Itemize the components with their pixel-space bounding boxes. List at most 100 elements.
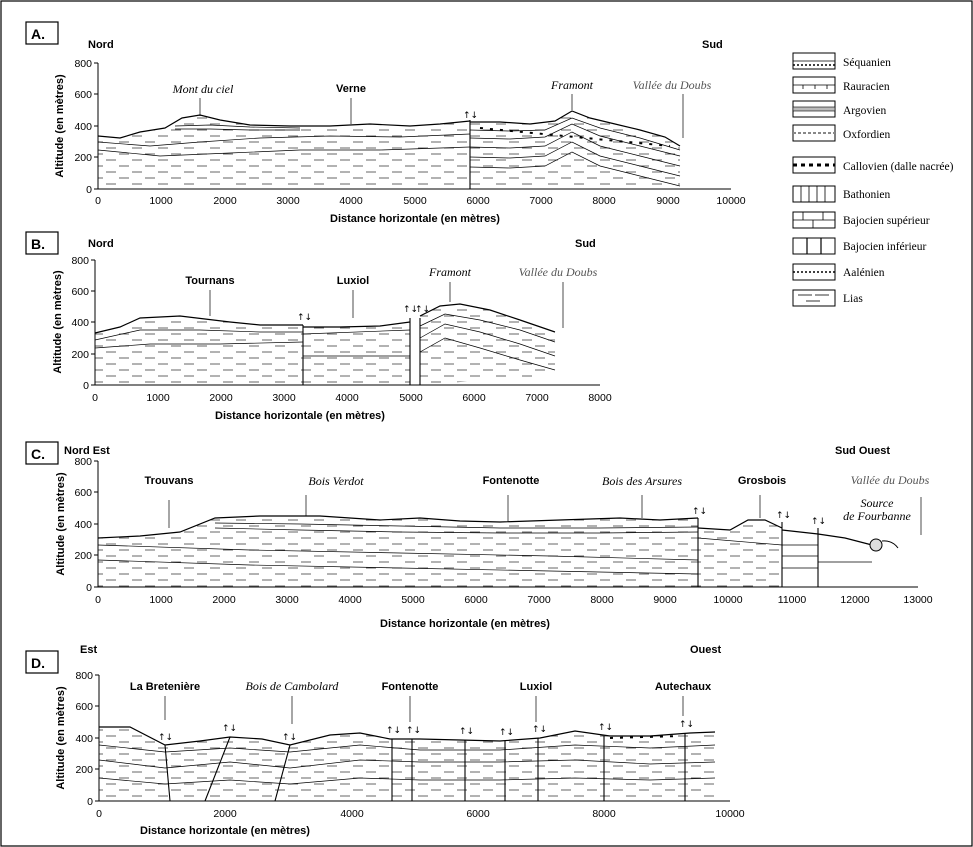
panel-b-xtick: 3000	[272, 392, 296, 404]
panel-d-place-bois-cambolard: Bois de Cambolard	[246, 679, 340, 693]
panel-c-xtick: 0	[95, 594, 101, 606]
panel-d-xtick: 2000	[213, 808, 237, 820]
panel-b-ylabel: Altitude (en mètres)	[52, 270, 64, 374]
panel-d-dir-left: Est	[80, 644, 97, 656]
panel-b-xtick: 8000	[588, 392, 612, 404]
panel-a: A. Nord Sud 0 200 400 600 800 0 1000 200…	[25, 21, 746, 225]
panel-c-xtick: 7000	[527, 594, 551, 606]
panel-a-xtick: 0	[95, 195, 101, 207]
legend-label: Rauracien	[843, 81, 890, 93]
legend-item-callovien: Callovien (dalle nacrée)	[792, 156, 954, 174]
panel-c-place-bois-verdot: Bois Verdot	[308, 474, 364, 488]
panel-a-ytick: 600	[74, 89, 92, 101]
panel-c-dir-right: Sud Ouest	[835, 445, 890, 457]
panel-c-ytick: 0	[86, 582, 92, 594]
panel-c-fault-arrows: ↑↓	[776, 511, 791, 521]
panel-b-xtick: 7000	[525, 392, 549, 404]
panel-d-ytick: 800	[75, 670, 93, 682]
panel-a-ytick: 0	[86, 184, 92, 196]
panel-b-y-ticks: 0 200 400 600 800	[71, 255, 95, 392]
panel-d-fault-arrows: ↑↓	[499, 728, 514, 738]
legend-label: Séquanien	[843, 57, 891, 69]
spring-flow-arrow	[881, 540, 899, 549]
panel-b-xtick: 6000	[462, 392, 486, 404]
panel-d-place-la-breteniere: La Bretenière	[130, 681, 200, 693]
panel-a-x-ticks: 0 1000 2000 3000 4000 5000 6000 7000 800…	[95, 195, 746, 207]
panel-b-dir-left: Nord	[88, 238, 114, 250]
panel-b-xlabel: Distance horizontale (en mètres)	[215, 410, 385, 422]
panel-b-ytick: 200	[71, 349, 89, 361]
legend-item-aalenien: Aalénien	[792, 263, 885, 281]
panel-c-ytick: 800	[74, 456, 92, 468]
panel-a-dir-left: Nord	[88, 39, 114, 51]
panel-c-place-source-1: Source	[861, 496, 895, 510]
panel-b-fault-arrows: ↑↓	[415, 305, 430, 315]
panel-b-xtick: 4000	[335, 392, 359, 404]
panel-c-fault-arrows: ↑↓	[692, 507, 707, 517]
legend-label: Bajocien supérieur	[843, 215, 930, 227]
panel-b-ytick: 0	[83, 380, 89, 392]
legend-label: Oxfordien	[843, 129, 891, 141]
panel-d-xtick: 4000	[340, 808, 364, 820]
panel-c-xtick: 2000	[212, 594, 236, 606]
panel-a-xtick: 9000	[656, 195, 680, 207]
panel-d-dir-right: Ouest	[690, 644, 722, 656]
panel-d-fault-arrows: ↑↓	[598, 723, 613, 733]
legend-item-argovien: Argovien	[792, 100, 886, 118]
panel-c-xtick: 5000	[401, 594, 425, 606]
panel-c-label: C.	[31, 446, 45, 462]
panel-a-xtick: 4000	[339, 195, 363, 207]
panel-c-ytick: 600	[74, 487, 92, 499]
panel-a-ytick: 400	[74, 121, 92, 133]
panel-a-xtick: 3000	[276, 195, 300, 207]
panel-b-section	[94, 282, 564, 385]
panel-d-place-fontenotte: Fontenotte	[382, 681, 439, 693]
panel-a-section	[97, 94, 684, 189]
panel-b-ytick: 400	[71, 317, 89, 329]
panel-b-ytick: 800	[71, 255, 89, 267]
panel-d-fault	[274, 744, 291, 802]
panel-d-ytick: 600	[75, 701, 93, 713]
panel-d-fault-arrows: ↑↓	[459, 727, 474, 737]
panel-d-ytick: 400	[75, 733, 93, 745]
panel-d: D. Est Ouest 0 200 400 600 800 0 2000 40…	[25, 644, 745, 837]
legend-item-lias: Lias	[792, 289, 863, 307]
panel-a-place-framont: Framont	[550, 78, 594, 92]
swatch-bathonien-icon	[792, 185, 836, 203]
panel-d-ylabel: Altitude (en mètres)	[55, 686, 67, 790]
panel-a-ylabel: Altitude (en mètres)	[54, 74, 66, 178]
panel-b-ytick: 600	[71, 286, 89, 298]
panel-b-x-ticks: 0 1000 2000 3000 4000 5000 6000 7000 800…	[92, 392, 612, 404]
panel-b-dir-right: Sud	[575, 238, 596, 250]
panel-c-xtick: 6000	[464, 594, 488, 606]
panel-a-xtick: 6000	[466, 195, 490, 207]
panel-c-xtick: 13000	[903, 594, 932, 606]
panel-c-x-ticks: 0 1000 2000 3000 4000 5000 6000 7000 800…	[95, 594, 933, 606]
panel-d-xtick: 6000	[466, 808, 490, 820]
panel-c: C. Nord Est Sud Ouest 0 200 400 600 800 …	[25, 441, 933, 630]
legend-item-oxfordien: Oxfordien	[792, 124, 891, 142]
panel-c-place-fontenotte: Fontenotte	[483, 475, 540, 487]
legend-label: Lias	[843, 293, 863, 305]
swatch-bajocien-inferieur-icon	[792, 237, 836, 255]
panel-d-y-ticks: 0 200 400 600 800	[75, 670, 99, 808]
panel-d-xlabel: Distance horizontale (en mètres)	[140, 825, 310, 837]
panel-c-xtick: 4000	[338, 594, 362, 606]
panel-d-box	[25, 650, 59, 674]
swatch-lias-icon	[792, 289, 836, 307]
legend-item-bajocien-inferieur: Bajocien inférieur	[792, 237, 927, 255]
panel-b-fault-arrows: ↑↓	[297, 313, 312, 323]
legend-label: Bajocien inférieur	[843, 241, 927, 253]
panel-b-xtick: 0	[92, 392, 98, 404]
panel-d-fault-arrows: ↑↓	[406, 726, 421, 736]
panel-d-ytick: 200	[75, 764, 93, 776]
panel-d-xtick: 10000	[715, 808, 744, 820]
panel-a-fault-arrows: ↑↓	[463, 111, 478, 121]
panel-b: B. Nord Sud 0 200 400 600 800 0 1000 200…	[25, 231, 612, 422]
panel-c-xtick: 11000	[778, 594, 807, 606]
panel-a-xtick: 10000	[716, 195, 745, 207]
legend-item-rauracien: Rauracien	[792, 76, 890, 94]
panel-d-place-luxiol: Luxiol	[520, 681, 552, 693]
